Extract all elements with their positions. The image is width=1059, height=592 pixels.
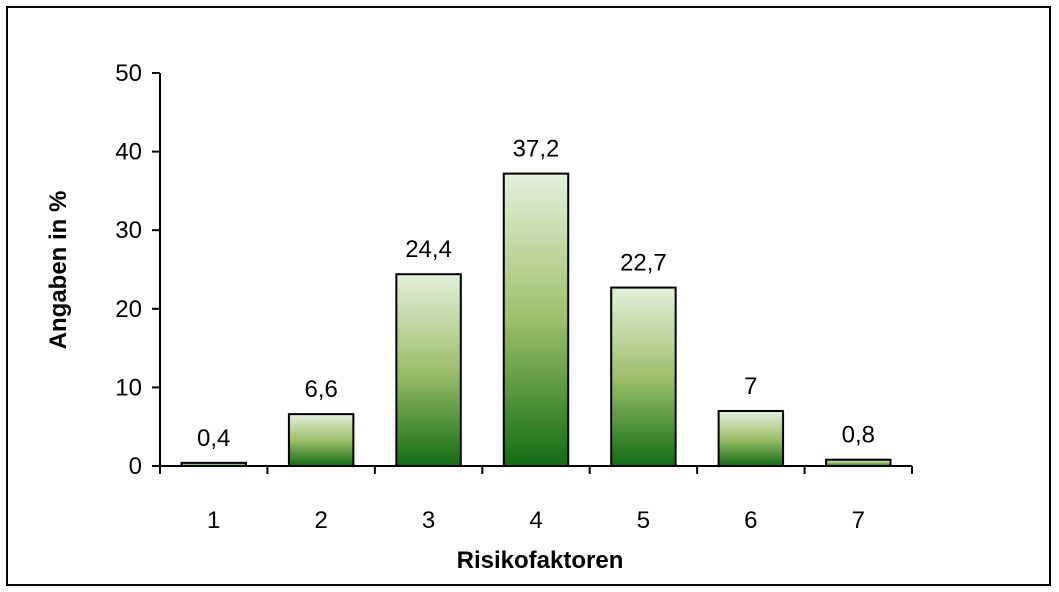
y-tick-label: 30 (115, 217, 142, 244)
data-label-3: 24,4 (405, 236, 452, 263)
y-tick-label: 0 (129, 453, 142, 480)
bars-group: 0,4 6,6 24,4 37,2 22,7 7 0,8 (180, 136, 892, 468)
x-tick-label-1: 1 (207, 507, 220, 534)
x-axis-title: Risikofaktoren (457, 547, 624, 574)
x-tick-label-4: 4 (529, 507, 542, 534)
data-label-6: 7 (744, 373, 757, 400)
data-label-7: 0,8 (842, 422, 875, 449)
bar-4 (502, 172, 570, 467)
y-tick-label: 40 (115, 139, 142, 166)
bar-3 (395, 273, 462, 467)
bar-6 (717, 409, 785, 468)
y-tick-label: 10 (115, 374, 142, 401)
x-tick-label-7: 7 (852, 507, 865, 534)
x-tick-label-5: 5 (637, 507, 650, 534)
data-label-5: 22,7 (620, 250, 667, 277)
data-label-1: 0,4 (197, 425, 230, 452)
axes-group: 0 10 20 30 40 50 1 2 3 4 5 6 7 (115, 60, 913, 534)
data-label-4: 37,2 (513, 136, 560, 163)
x-tick-label-6: 6 (744, 507, 757, 534)
x-tick-label-3: 3 (422, 507, 435, 534)
y-tick-label: 50 (115, 60, 142, 87)
bar-2 (287, 413, 355, 467)
x-tick-label-2: 2 (314, 507, 327, 534)
y-axis-title: Angaben in % (45, 191, 72, 350)
y-tick-label: 20 (115, 296, 142, 323)
data-label-2: 6,6 (304, 376, 337, 403)
bar-5 (610, 286, 677, 467)
